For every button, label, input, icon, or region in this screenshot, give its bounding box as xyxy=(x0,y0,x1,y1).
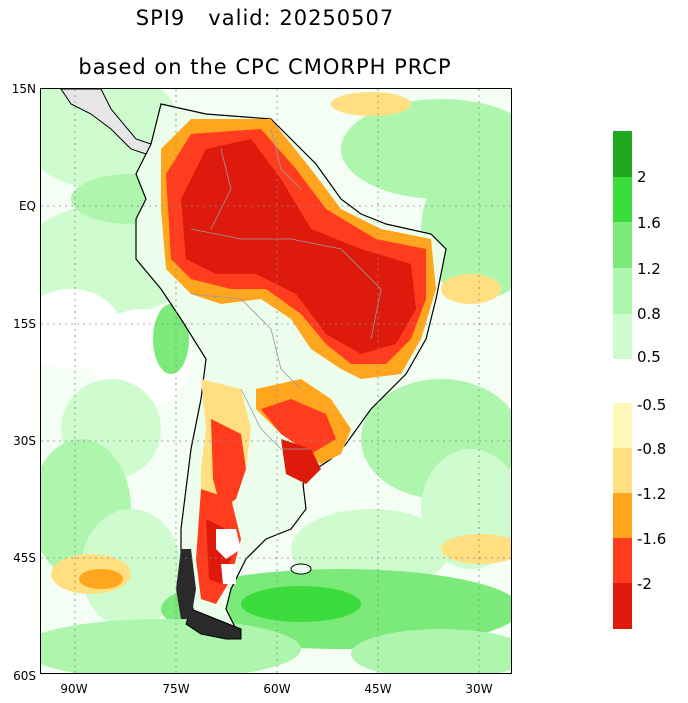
colorbar-wet-4 xyxy=(613,268,632,314)
colorbar-label-m0-8: -0.8 xyxy=(637,440,667,458)
spi-map xyxy=(41,89,511,673)
lat-label-eq: EQ xyxy=(18,199,36,213)
lon-label-90w: 90W xyxy=(60,682,88,696)
country-borders xyxy=(190,128,382,450)
dry-ocean-shading xyxy=(51,92,511,594)
colorbar-dry-1 xyxy=(613,403,632,448)
lon-label-30w: 30W xyxy=(465,682,493,696)
colorbar-wet-2 xyxy=(613,177,632,222)
colorbar-label-0-5: 0.5 xyxy=(637,348,661,366)
map-panel xyxy=(40,88,512,674)
lon-label-45w: 45W xyxy=(364,682,392,696)
map-subtitle: based on the CPC CMORPH PRCP xyxy=(78,55,452,79)
lat-label-45s: 45S xyxy=(13,551,36,565)
lat-label-15s: 15S xyxy=(13,317,36,331)
colorbar-label-m0-5: -0.5 xyxy=(637,396,667,414)
lat-label-30s: 30S xyxy=(13,434,36,448)
colorbar-label-2: 2 xyxy=(637,168,647,186)
chile-archipelago xyxy=(176,549,196,619)
colorbar-label-1-2: 1.2 xyxy=(637,260,661,278)
colorbar-label-m1-2: -1.2 xyxy=(637,485,667,503)
colorbar-dry-5 xyxy=(613,583,632,629)
colorbar-label-0-8: 0.8 xyxy=(637,305,661,323)
lon-label-60w: 60W xyxy=(263,682,291,696)
colorbar-label-m2: -2 xyxy=(637,575,652,593)
lat-label-60s: 60S xyxy=(13,669,36,683)
colorbar-wet-3 xyxy=(613,222,632,268)
lat-label-15n: 15N xyxy=(11,82,36,96)
lon-label-75w: 75W xyxy=(162,682,190,696)
map-title: SPI9 valid: 20250507 xyxy=(135,6,395,30)
colorbar-label-m1-6: -1.6 xyxy=(637,530,667,548)
graticule xyxy=(41,89,511,673)
colorbar-dry-4 xyxy=(613,538,632,583)
colorbar-dry-3 xyxy=(613,493,632,538)
colorbar-dry-2 xyxy=(613,448,632,493)
central-america-land xyxy=(60,89,152,155)
colorbar-wet-5 xyxy=(613,314,632,359)
falkland-islands xyxy=(290,563,312,575)
colorbar-label-1-6: 1.6 xyxy=(637,214,661,232)
colorbar-wet-1 xyxy=(613,131,632,177)
tierra-del-fuego xyxy=(185,608,242,640)
